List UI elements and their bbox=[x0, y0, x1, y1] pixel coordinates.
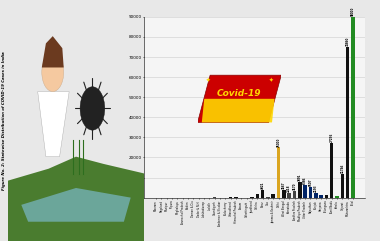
Polygon shape bbox=[38, 92, 69, 157]
Bar bbox=[287, 193, 291, 198]
Bar bbox=[325, 195, 328, 198]
Text: 5507: 5507 bbox=[309, 178, 312, 186]
Bar bbox=[346, 47, 350, 198]
Text: 3170: 3170 bbox=[293, 183, 296, 190]
Polygon shape bbox=[198, 75, 281, 122]
Polygon shape bbox=[21, 188, 131, 222]
Text: 6386: 6386 bbox=[303, 176, 307, 184]
Bar bbox=[293, 191, 296, 198]
Bar bbox=[277, 147, 280, 198]
Circle shape bbox=[80, 87, 105, 130]
Bar bbox=[250, 197, 254, 198]
Text: 11746: 11746 bbox=[340, 164, 344, 173]
Text: 74860: 74860 bbox=[346, 37, 350, 47]
Text: 2193: 2193 bbox=[314, 185, 318, 192]
Bar bbox=[271, 194, 275, 198]
Text: ✦: ✦ bbox=[205, 77, 210, 82]
Bar bbox=[352, 17, 355, 198]
Bar bbox=[309, 187, 312, 198]
Circle shape bbox=[42, 53, 64, 92]
Bar bbox=[314, 193, 318, 198]
Bar bbox=[320, 194, 323, 198]
Polygon shape bbox=[42, 36, 64, 67]
Bar bbox=[298, 182, 302, 198]
Bar bbox=[213, 197, 217, 198]
Bar bbox=[282, 190, 286, 198]
Polygon shape bbox=[8, 157, 144, 241]
Text: 90000: 90000 bbox=[351, 7, 355, 16]
Text: Figure No. 2: Statewise Distribution of COVID-19 Cases in India: Figure No. 2: Statewise Distribution of … bbox=[2, 51, 6, 190]
Text: 25000: 25000 bbox=[277, 137, 280, 147]
Text: 27256: 27256 bbox=[330, 133, 334, 142]
Text: 7891: 7891 bbox=[298, 174, 302, 181]
Bar bbox=[330, 143, 334, 198]
Bar bbox=[341, 174, 344, 198]
Text: Covid-19: Covid-19 bbox=[217, 89, 262, 98]
Text: ✦: ✦ bbox=[269, 77, 274, 82]
Bar bbox=[261, 189, 264, 198]
Text: 3667: 3667 bbox=[282, 182, 286, 189]
Bar bbox=[336, 196, 339, 198]
Bar bbox=[255, 194, 259, 198]
Text: 4021: 4021 bbox=[261, 181, 264, 189]
Text: 2418: 2418 bbox=[287, 184, 291, 192]
Polygon shape bbox=[202, 99, 274, 122]
Bar bbox=[303, 185, 307, 198]
